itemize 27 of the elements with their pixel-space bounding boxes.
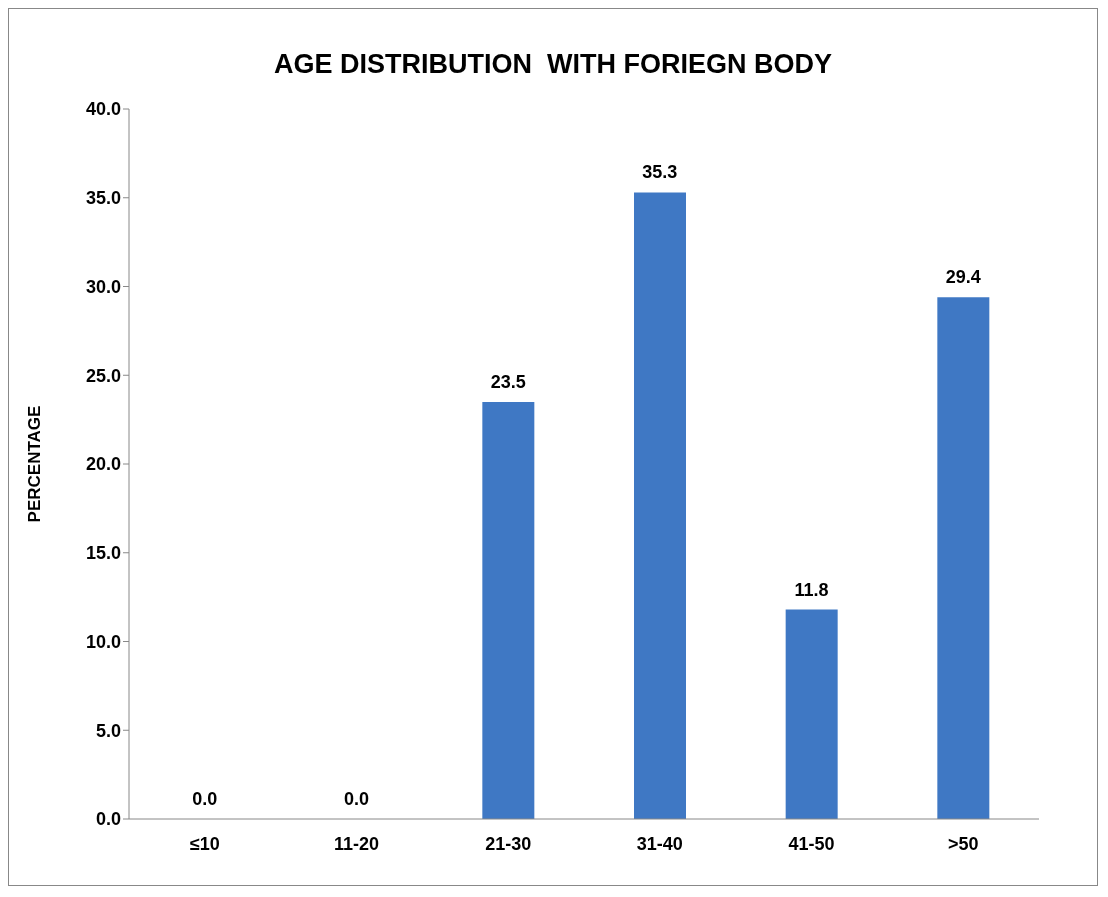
y-tick-label: 0.0 (95, 809, 121, 830)
x-tick-label: 41-50 (788, 833, 835, 854)
bar (937, 297, 990, 819)
y-tick-label: 15.0 (85, 543, 121, 564)
data-label: 11.8 (794, 579, 829, 600)
bar (785, 609, 838, 819)
y-axis-title: PERCENTAGE (25, 405, 45, 523)
y-tick-label: 25.0 (85, 365, 121, 386)
x-tick-label: 11-20 (333, 833, 380, 854)
y-tick-label: 10.0 (85, 631, 121, 652)
data-label: 35.3 (642, 162, 678, 183)
y-tick-label: 30.0 (85, 276, 121, 297)
x-tick-label: 21-30 (485, 833, 532, 854)
x-tick-label: 31-40 (636, 833, 683, 854)
data-label: 23.5 (490, 371, 526, 392)
y-tick-label: 5.0 (95, 720, 121, 741)
bar (482, 401, 535, 819)
y-tick-label: 35.0 (85, 188, 121, 209)
x-tick-label: >50 (947, 833, 979, 854)
chart-title: AGE DISTRIBUTION WITH FORIEGN BODY (273, 49, 833, 80)
y-tick-label: 20.0 (85, 454, 121, 475)
data-label: 0.0 (192, 789, 218, 809)
bar (634, 192, 686, 819)
x-tick-label: ≤10 (189, 833, 220, 854)
data-label: 0.0 (343, 789, 370, 809)
y-tick-label: 40.0 (85, 99, 121, 120)
data-label: 29.4 (945, 267, 981, 288)
